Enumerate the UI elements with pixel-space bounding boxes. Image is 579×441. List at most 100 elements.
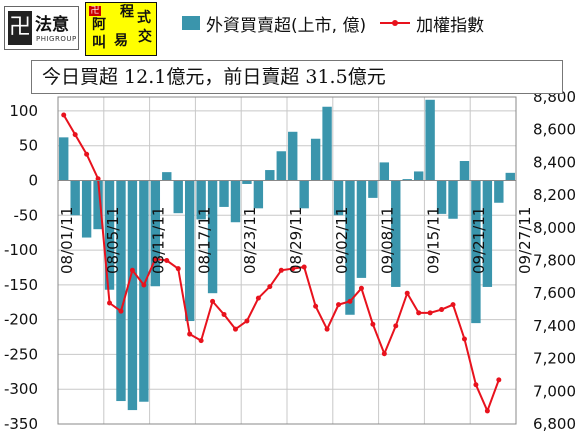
bar (436, 180, 447, 214)
logo-char: 叫 (92, 35, 106, 51)
x-tick-label: 09/27/11 (516, 207, 534, 274)
bar (322, 106, 332, 181)
bar (379, 162, 390, 181)
logo-char: 式 (137, 10, 151, 26)
x-tick-label: 08/29/11 (287, 207, 305, 274)
index-point (450, 302, 456, 308)
legend-bar-label: 外資買賣超(上市, 億) (206, 15, 367, 36)
bar (482, 180, 493, 287)
logo-char: 交 (138, 29, 152, 45)
index-point (210, 298, 216, 304)
index-point (187, 331, 193, 337)
x-tick-label: 09/21/11 (470, 207, 488, 274)
index-point (244, 318, 250, 324)
index-point (336, 302, 342, 308)
index-point (427, 310, 433, 316)
bar (413, 171, 424, 181)
index-point (278, 267, 284, 273)
left-tick-label: -350 (4, 415, 38, 433)
bar (402, 179, 412, 181)
bar (81, 180, 92, 238)
index-point (72, 132, 78, 138)
index-point (473, 382, 479, 388)
left-tick-label: -50 (14, 206, 39, 224)
bar (333, 180, 344, 216)
bar (505, 172, 515, 181)
index-point (370, 321, 376, 327)
right-tick-label: 7,800 (533, 252, 576, 270)
chart-legend: 外資買賣超(上市, 億) 加權指數 (182, 11, 485, 36)
index-point (301, 264, 307, 270)
bar (93, 180, 103, 230)
bar (299, 180, 309, 209)
bar (276, 151, 286, 181)
bar (184, 180, 195, 322)
bar (368, 180, 378, 198)
index-point (84, 151, 90, 157)
phigroup-logo-text: 法意 (35, 15, 69, 35)
left-tick-label: 50 (19, 137, 38, 155)
bar (345, 180, 355, 315)
left-tick-label: -200 (4, 311, 38, 329)
index-point (381, 351, 387, 357)
x-tick-label: 09/15/11 (424, 207, 442, 274)
index-point (439, 307, 445, 313)
index-point (358, 285, 364, 291)
index-point (416, 310, 422, 316)
bar (494, 180, 504, 203)
index-point (267, 284, 273, 290)
index-point (107, 300, 113, 306)
index-point (324, 326, 330, 332)
bar (104, 180, 115, 290)
index-point (198, 338, 204, 344)
logo-char: 阿 (92, 17, 106, 33)
index-point (164, 258, 170, 263)
bar (230, 180, 241, 223)
x-tick-label: 08/11/11 (150, 207, 168, 274)
x-tick-label: 08/23/11 (241, 207, 259, 274)
bar (448, 180, 458, 219)
left-tick-label: 100 (9, 102, 38, 120)
legend-line-label: 加權指數 (416, 15, 485, 36)
right-tick-label: 7,000 (533, 382, 576, 400)
phigroup-logo-subtext: PHIGROUP (36, 35, 77, 43)
program-trading-logo: 卍 阿 程 式 叫 易 交 (85, 2, 157, 56)
bar (425, 99, 435, 181)
bar-series (59, 99, 515, 411)
bar (59, 137, 69, 181)
bar (288, 131, 298, 181)
bar (253, 180, 264, 209)
bar (219, 180, 229, 207)
right-tick-label: 8,200 (533, 186, 576, 204)
left-tick-label: -300 (4, 380, 38, 398)
bar (391, 180, 401, 287)
bar (356, 180, 367, 278)
right-tick-label: 8,600 (533, 121, 576, 139)
index-point (129, 267, 135, 273)
bar (471, 180, 481, 324)
x-tick-label: 08/01/11 (58, 207, 76, 274)
right-tick-label: 7,400 (533, 317, 576, 335)
index-point (393, 323, 399, 329)
bar (162, 172, 172, 181)
bar (207, 180, 218, 294)
index-point (313, 303, 319, 309)
index-point (496, 377, 502, 383)
x-tick-label: 08/05/11 (104, 207, 122, 274)
index-point (232, 326, 238, 332)
chart-subtitle: 今日買超 12.1億元，前日賣超 31.5億元 (31, 60, 563, 94)
index-point (484, 408, 490, 414)
index-point (404, 290, 410, 296)
index-point (290, 266, 296, 272)
left-tick-label: 0 (28, 171, 38, 189)
left-tick-label: -150 (4, 276, 38, 294)
bar (265, 170, 275, 181)
line-series (61, 112, 502, 414)
right-tick-label: 8,400 (533, 153, 576, 171)
index-point (347, 298, 353, 304)
x-tick-label: 09/08/11 (379, 207, 397, 274)
bar (173, 180, 183, 214)
index-point (141, 282, 147, 288)
bar (242, 180, 252, 184)
